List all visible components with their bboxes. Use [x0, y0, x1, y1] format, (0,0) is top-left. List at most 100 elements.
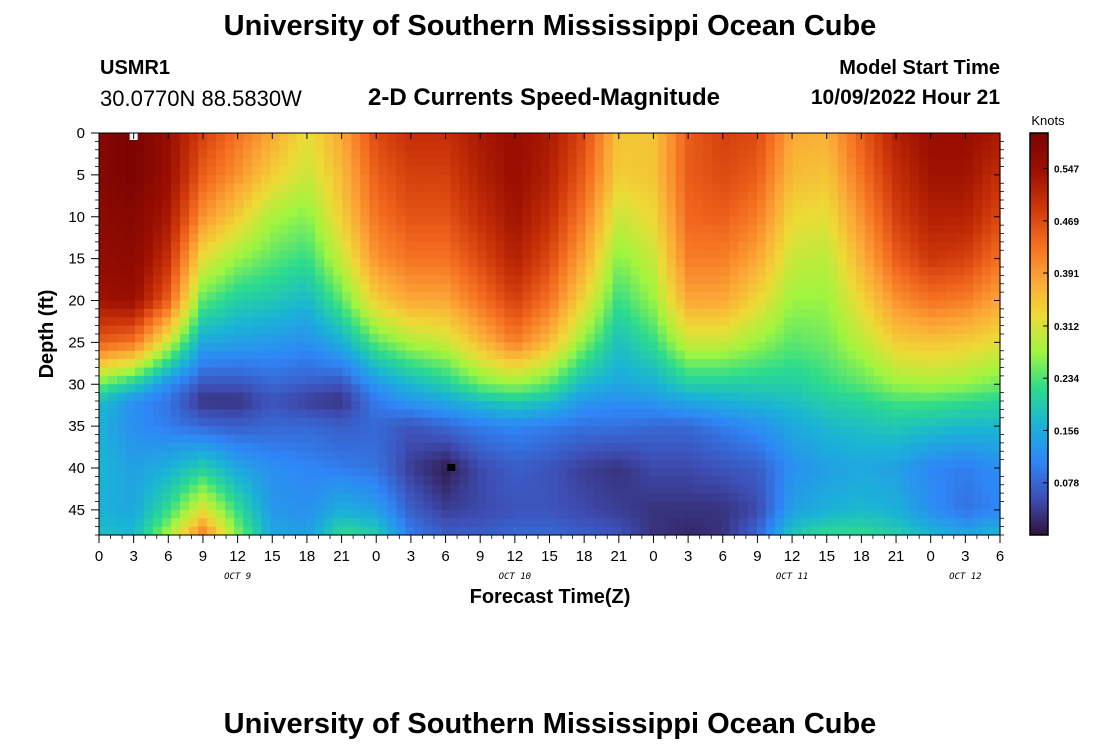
heatmap-cell [234, 426, 244, 436]
heatmap-cell [792, 233, 803, 243]
heatmap-cell [441, 392, 451, 402]
heatmap-cell [576, 434, 587, 444]
heatmap-cell [405, 141, 415, 151]
heatmap-cell [144, 417, 154, 427]
heatmap-cell [684, 250, 695, 260]
heatmap-cell [477, 468, 488, 477]
heatmap-cell [270, 267, 280, 276]
heatmap-cell [423, 401, 433, 410]
heatmap-cell [702, 267, 713, 276]
heatmap-cell [396, 442, 406, 452]
heatmap-cell [837, 325, 848, 335]
heatmap-cell [315, 375, 325, 385]
heatmap-cell [747, 426, 758, 436]
heatmap-cell [801, 300, 812, 310]
heatmap-cell [621, 317, 632, 327]
heatmap-cell [846, 149, 857, 159]
heatmap-cell [783, 359, 794, 369]
heatmap-cell [783, 200, 794, 209]
heatmap-cell [927, 359, 938, 369]
heatmap-cell [270, 325, 280, 335]
heatmap-cell [135, 300, 145, 310]
heatmap-cell [828, 417, 839, 427]
heatmap-cell [171, 292, 181, 302]
heatmap-cell [702, 334, 713, 343]
heatmap-cell [387, 526, 397, 536]
heatmap-cell [252, 401, 262, 410]
heatmap-cell [783, 158, 794, 168]
heatmap-cell [702, 300, 713, 310]
heatmap-cell [153, 468, 163, 477]
heatmap-cell [720, 200, 731, 209]
heatmap-cell [846, 417, 857, 427]
heatmap-cell [846, 216, 857, 226]
heatmap-cell [657, 359, 668, 369]
heatmap-cell [990, 518, 1001, 528]
heatmap-cell [459, 300, 470, 310]
heatmap-cell [792, 451, 803, 461]
heatmap-cell [837, 384, 848, 394]
heatmap-cell [216, 384, 226, 394]
heatmap-cell [864, 334, 875, 343]
heatmap-cell [468, 375, 479, 385]
heatmap-cell [432, 509, 442, 519]
heatmap-cell [108, 317, 118, 327]
heatmap-cell [891, 300, 902, 310]
heatmap-cell [405, 442, 415, 452]
heatmap-cell [585, 434, 596, 444]
heatmap-cell [162, 526, 172, 536]
heatmap-cell [396, 384, 406, 394]
heatmap-cell [270, 476, 280, 486]
heatmap-cell [513, 518, 524, 528]
heatmap-cell [306, 200, 316, 209]
heatmap-cell [144, 241, 154, 251]
heatmap-cell [423, 166, 433, 176]
heatmap-cell [207, 275, 217, 285]
heatmap-cell [225, 174, 235, 184]
heatmap-cell [405, 334, 415, 343]
heatmap-cell [630, 149, 641, 159]
heatmap-cell [828, 334, 839, 343]
heatmap-cell [189, 183, 199, 193]
heatmap-cell [324, 233, 334, 243]
heatmap-cell [846, 459, 857, 469]
heatmap-cell [936, 367, 947, 377]
heatmap-cell [432, 434, 442, 444]
heatmap-cell [612, 476, 623, 486]
heatmap-cell [792, 258, 803, 268]
heatmap-cell [801, 501, 812, 511]
heatmap-cell [387, 208, 397, 218]
heatmap-cell [540, 501, 551, 511]
heatmap-cell [720, 208, 731, 218]
heatmap-cell [279, 417, 289, 427]
heatmap-cell [441, 183, 451, 193]
heatmap-cell [468, 417, 479, 427]
heatmap-cell [909, 359, 920, 369]
heatmap-cell [414, 384, 424, 394]
heatmap-cell [774, 133, 785, 142]
heatmap-cell [522, 158, 533, 168]
heatmap-cell [801, 367, 812, 377]
heatmap-cell [531, 275, 542, 285]
heatmap-cell [540, 183, 551, 193]
heatmap-cell [279, 191, 289, 201]
heatmap-cell [522, 308, 533, 318]
heatmap-cell [945, 476, 956, 486]
heatmap-cell [180, 426, 190, 436]
heatmap-cell [495, 451, 506, 461]
heatmap-cell [738, 166, 749, 176]
heatmap-cell [396, 200, 406, 209]
heatmap-cell [126, 442, 136, 452]
heatmap-cell [828, 409, 839, 419]
heatmap-cell [369, 275, 379, 285]
heatmap-cell [882, 241, 893, 251]
heatmap-cell [774, 233, 785, 243]
heatmap-cell [108, 208, 118, 218]
heatmap-cell [288, 342, 298, 352]
heatmap-cell [630, 317, 641, 327]
heatmap-cell [135, 509, 145, 519]
heatmap-cell [810, 133, 821, 142]
heatmap-cell [342, 149, 352, 159]
heatmap-cell [909, 283, 920, 293]
heatmap-cell [954, 200, 965, 209]
